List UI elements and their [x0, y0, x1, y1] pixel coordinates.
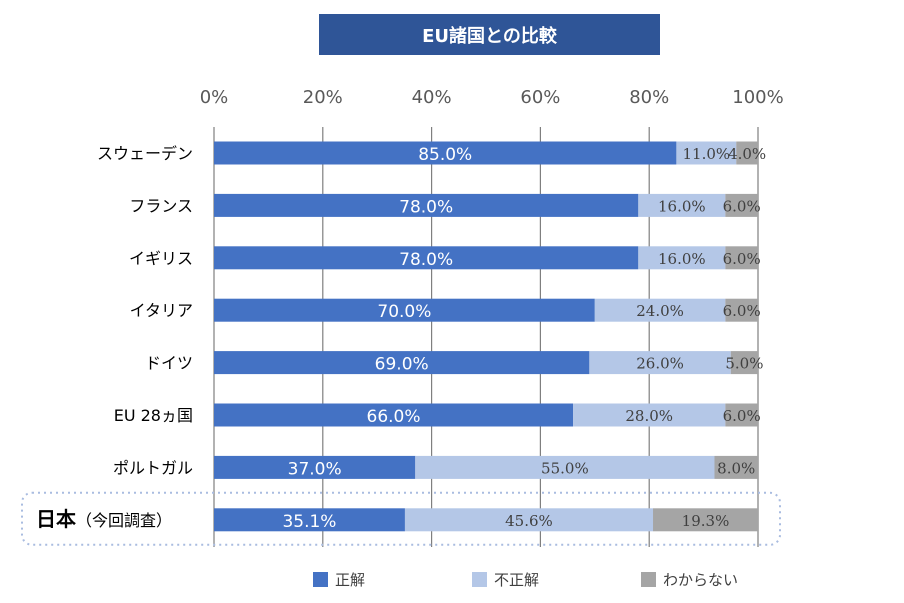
category-label: フランス: [129, 196, 193, 215]
bar-segment: [714, 455, 758, 479]
data-label: 78.0%: [399, 197, 453, 217]
bar-segment: [730, 351, 758, 375]
category-label: 日本（今回調査）: [36, 507, 172, 531]
x-tick-label: 20%: [303, 87, 343, 108]
category-label: EU 28ヵ国: [114, 406, 193, 425]
data-label: 6.0%: [723, 197, 761, 215]
data-label: 45.6%: [505, 512, 553, 530]
x-tick-label: 40%: [412, 87, 452, 108]
data-label: 28.0%: [625, 407, 673, 425]
data-label: 70.0%: [377, 302, 431, 322]
bar-segment: [573, 403, 726, 427]
bar-segment: [214, 246, 639, 270]
data-label: 16.0%: [658, 250, 706, 268]
bar-segment: [736, 141, 758, 165]
data-label: 69.0%: [375, 355, 429, 375]
data-label: 55.0%: [541, 459, 589, 477]
category-label: ドイツ: [145, 354, 193, 373]
x-tick-label: 60%: [520, 87, 560, 108]
bar-segment: [214, 141, 677, 165]
bar-segment: [589, 351, 731, 375]
bar-segment: [404, 508, 654, 532]
x-tick-label: 100%: [732, 87, 783, 108]
category-label-sub: （今回調査）: [76, 511, 172, 530]
bar-segment: [638, 193, 726, 217]
data-label: 26.0%: [636, 355, 684, 373]
bar-segment: [725, 193, 758, 217]
data-label: 6.0%: [723, 302, 761, 320]
category-label: スウェーデン: [97, 144, 193, 163]
legend-label: 不正解: [494, 571, 539, 589]
data-label: 85.0%: [418, 145, 472, 165]
data-label: 78.0%: [399, 250, 453, 270]
data-label: 4.0%: [728, 145, 766, 163]
data-label: 24.0%: [636, 302, 684, 320]
bar-segment: [725, 246, 758, 270]
bar-segment: [638, 246, 726, 270]
data-label: 6.0%: [723, 407, 761, 425]
data-label: 6.0%: [723, 250, 761, 268]
category-label-main: 日本: [36, 507, 76, 531]
bar-segment: [214, 193, 639, 217]
data-label: 16.0%: [658, 197, 706, 215]
bar-segment: [594, 298, 726, 322]
data-label: 8.0%: [717, 459, 755, 477]
legend-swatch: [472, 572, 487, 587]
bar-segment: [415, 455, 715, 479]
bar-segment: [214, 351, 590, 375]
bar-segment: [653, 508, 758, 532]
legend-label: 正解: [335, 571, 365, 589]
data-label: 37.0%: [288, 459, 342, 479]
legend-label: わからない: [663, 571, 738, 589]
bar-segment: [214, 298, 595, 322]
legend-swatch: [313, 572, 328, 587]
highlight-box: [21, 491, 781, 546]
category-label: イタリア: [130, 301, 193, 320]
data-label: 66.0%: [367, 407, 421, 427]
bar-segment: [676, 141, 737, 165]
bar-segment: [214, 403, 574, 427]
data-label: 5.0%: [725, 355, 763, 373]
bar-segment: [214, 455, 416, 479]
bar-segment: [214, 508, 405, 532]
bar-segment: [725, 298, 758, 322]
bar-segment: [725, 403, 758, 427]
x-tick-label: 80%: [629, 87, 669, 108]
category-label: イギリス: [129, 249, 193, 268]
data-label: 35.1%: [282, 512, 336, 532]
data-label: 11.0%: [682, 145, 730, 163]
chart-title: EU諸国との比較: [319, 14, 660, 55]
legend-swatch: [641, 572, 656, 587]
category-label: ポルトガル: [113, 458, 193, 477]
x-tick-label: 0%: [200, 87, 229, 108]
data-label: 19.3%: [682, 512, 730, 530]
